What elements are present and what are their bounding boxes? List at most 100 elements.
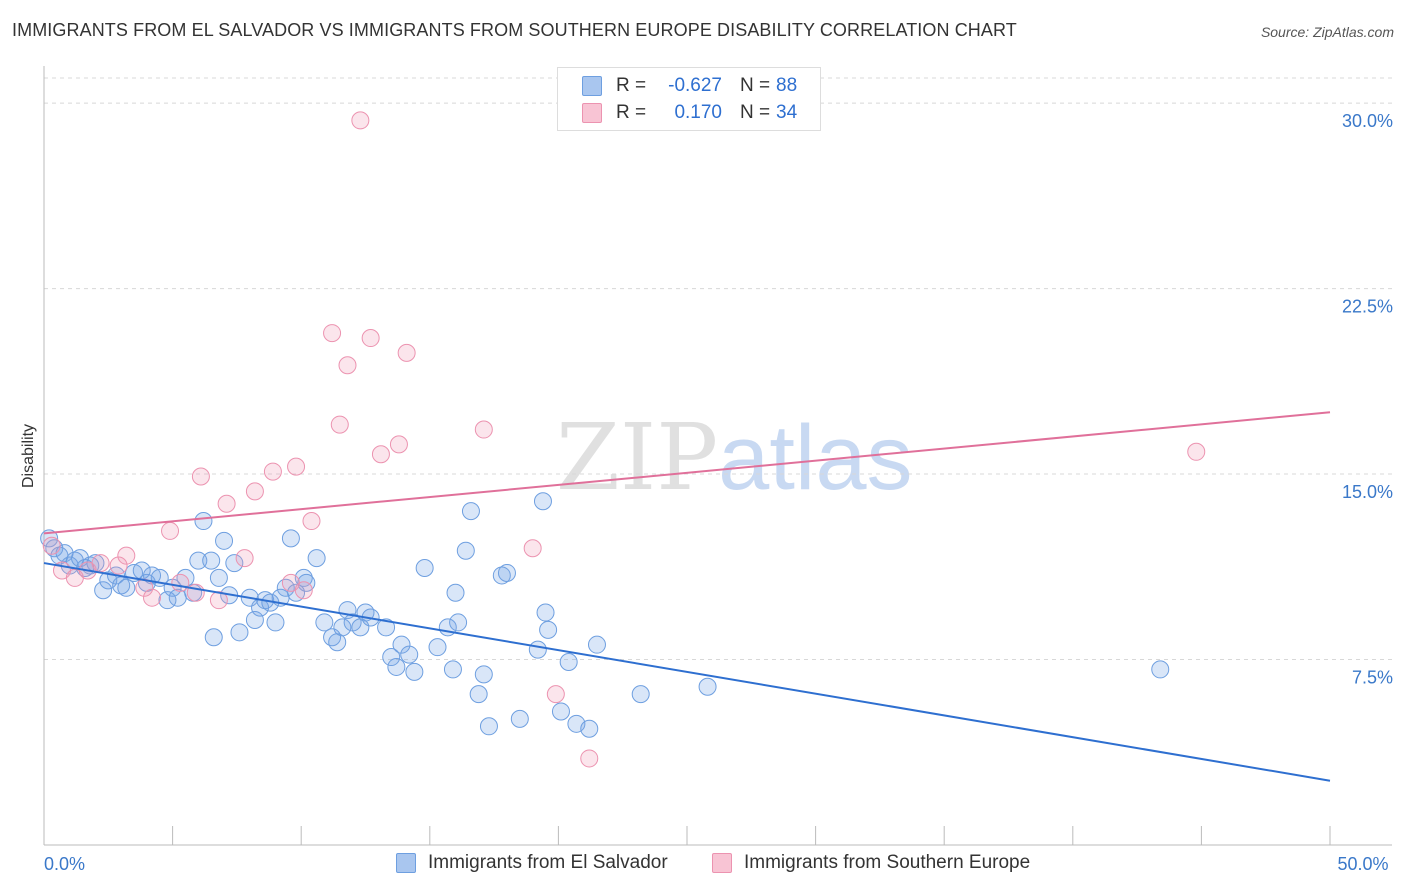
legend-swatch-blue xyxy=(396,853,416,873)
y-axis-label: Disability xyxy=(20,424,37,488)
point-southern-europe xyxy=(371,445,390,464)
point-southern-europe xyxy=(361,329,380,348)
point-el-salvador xyxy=(168,588,187,607)
point-southern-europe xyxy=(91,554,110,573)
legend-r-label: R = xyxy=(616,102,647,123)
legend-row-el-salvador: R = -0.627 N = 88 xyxy=(582,73,797,99)
point-el-salvador xyxy=(474,665,493,684)
point-el-salvador xyxy=(533,492,552,511)
point-el-salvador xyxy=(276,578,295,597)
point-el-salvador xyxy=(479,717,498,736)
point-el-salvador xyxy=(209,568,228,587)
point-southern-europe xyxy=(397,343,416,362)
point-el-salvador xyxy=(230,623,249,642)
point-el-salvador xyxy=(315,613,334,632)
point-el-salvador xyxy=(297,573,316,592)
point-el-salvador xyxy=(94,581,113,600)
x-tick-label: 50.0% xyxy=(1337,854,1388,874)
point-el-salvador xyxy=(266,613,285,632)
point-el-salvador xyxy=(405,662,424,681)
point-southern-europe xyxy=(117,546,136,565)
point-southern-europe xyxy=(330,415,349,434)
point-southern-europe xyxy=(302,512,321,531)
point-el-salvador xyxy=(698,677,717,696)
point-southern-europe xyxy=(323,324,342,343)
point-el-salvador xyxy=(117,578,136,597)
point-el-salvador xyxy=(225,554,244,573)
legend-swatch-pink xyxy=(582,103,602,123)
point-el-salvador xyxy=(587,635,606,654)
point-el-salvador xyxy=(456,541,475,560)
y-tick-label: 22.5% xyxy=(1342,297,1393,317)
point-southern-europe xyxy=(294,581,313,600)
point-el-salvador xyxy=(492,566,511,585)
point-el-salvador xyxy=(377,618,396,637)
y-tick-label: 15.0% xyxy=(1342,482,1393,502)
legend-r-value: -0.627 xyxy=(668,75,722,96)
legend-r-value: 0.170 xyxy=(674,102,722,123)
point-el-salvador xyxy=(333,618,352,637)
point-el-salvador xyxy=(428,638,447,657)
point-el-salvador xyxy=(539,620,558,639)
point-el-salvador xyxy=(400,645,419,664)
point-el-salvador xyxy=(461,502,480,521)
y-tick-label: 7.5% xyxy=(1352,668,1393,688)
point-el-salvador xyxy=(551,702,570,721)
point-el-salvador xyxy=(392,635,411,654)
point-southern-europe xyxy=(263,462,282,481)
point-southern-europe xyxy=(1187,442,1206,461)
point-el-salvador xyxy=(449,613,468,632)
point-el-salvador xyxy=(443,660,462,679)
legend-swatch-pink xyxy=(712,853,732,873)
point-southern-europe xyxy=(389,435,408,454)
point-southern-europe xyxy=(42,536,61,555)
trend-line-el-salvador xyxy=(43,562,1331,782)
point-southern-europe xyxy=(245,482,264,501)
legend-n-label: N = xyxy=(740,75,771,96)
legend-n-value: 88 xyxy=(776,75,798,96)
point-el-salvador xyxy=(382,648,401,667)
point-el-salvador xyxy=(631,685,650,704)
point-southern-europe xyxy=(338,356,357,375)
point-el-salvador xyxy=(528,640,547,659)
point-el-salvador xyxy=(307,549,326,568)
point-el-salvador xyxy=(580,719,599,738)
legend-row-southern-europe: R = 0.170 N = 34 xyxy=(582,100,797,126)
point-el-salvador xyxy=(204,628,223,647)
point-el-salvador xyxy=(536,603,555,622)
point-el-salvador xyxy=(189,551,208,570)
point-el-salvador xyxy=(202,551,221,570)
legend-swatch-blue xyxy=(582,76,602,96)
point-southern-europe xyxy=(217,494,236,513)
point-el-salvador xyxy=(510,709,529,728)
point-el-salvador xyxy=(559,652,578,671)
point-southern-europe xyxy=(171,573,190,592)
point-southern-europe xyxy=(109,556,128,575)
point-el-salvador xyxy=(387,657,406,676)
legend-n-value: 34 xyxy=(776,102,798,123)
source-label: Source: ZipAtlas.com xyxy=(1260,24,1394,40)
point-southern-europe xyxy=(474,420,493,439)
point-southern-europe xyxy=(351,111,370,130)
series-legend: Immigrants from El Salvador Immigrants f… xyxy=(0,852,1406,878)
point-southern-europe xyxy=(287,457,306,476)
legend-item-el-salvador: Immigrants from El Salvador xyxy=(396,852,668,874)
point-el-salvador xyxy=(281,529,300,548)
point-el-salvador xyxy=(215,531,234,550)
point-southern-europe xyxy=(546,685,565,704)
y-tick-label: 30.0% xyxy=(1342,111,1393,131)
point-southern-europe xyxy=(235,549,254,568)
stats-legend: R = -0.627 N = 88 R = 0.170 N = 34 xyxy=(557,67,821,131)
point-el-salvador xyxy=(1151,660,1170,679)
point-el-salvador xyxy=(497,563,516,582)
point-el-salvador xyxy=(194,512,213,531)
point-southern-europe xyxy=(191,467,210,486)
point-southern-europe xyxy=(580,749,599,768)
legend-label: Immigrants from Southern Europe xyxy=(744,852,1031,873)
point-el-salvador xyxy=(415,559,434,578)
trend-line-southern-europe xyxy=(43,411,1331,535)
legend-item-southern-europe: Immigrants from Southern Europe xyxy=(712,852,1030,874)
point-southern-europe xyxy=(523,539,542,558)
point-el-salvador xyxy=(446,583,465,602)
